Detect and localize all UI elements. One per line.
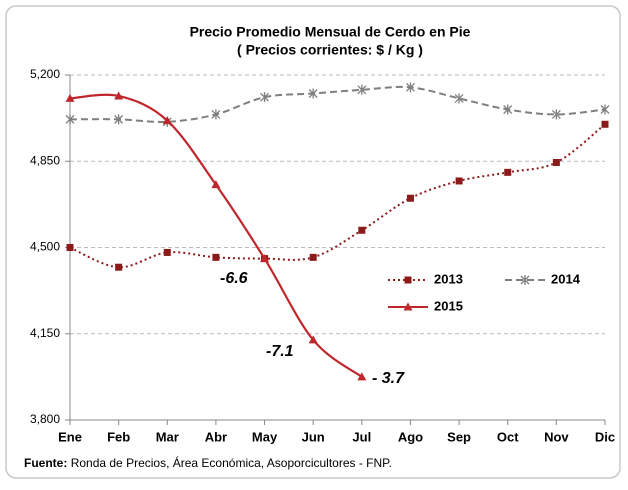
marker	[114, 114, 124, 125]
y-tick-label: 4,500	[30, 240, 60, 254]
x-tick-label: Feb	[107, 429, 130, 444]
source-text: Ronda de Precios, Área Económica, Asopor…	[71, 455, 392, 470]
marker	[405, 82, 415, 93]
y-tick-label: 5,200	[30, 67, 60, 81]
x-tick-label: Ene	[58, 429, 82, 444]
marker	[358, 226, 366, 234]
legend-label: 2015	[434, 298, 463, 313]
legend-marker	[520, 275, 530, 285]
marker	[260, 92, 270, 103]
marker	[212, 253, 220, 261]
series-line	[69, 85, 606, 123]
x-tick-label: Sep	[447, 429, 471, 444]
x-tick-label: Oct	[497, 429, 519, 444]
marker	[504, 168, 512, 176]
marker	[260, 254, 270, 263]
marker	[600, 104, 610, 115]
marker	[308, 335, 318, 344]
x-tick-label: Jun	[302, 429, 325, 444]
annotation: - 3.7	[372, 370, 405, 387]
marker	[357, 84, 367, 95]
marker	[309, 253, 317, 261]
x-tick-label: Ago	[398, 429, 423, 444]
x-tick-label: May	[252, 429, 278, 444]
legend-marker	[404, 276, 412, 284]
marker	[503, 104, 513, 115]
x-tick-label: Mar	[156, 429, 179, 444]
marker	[454, 93, 464, 104]
marker	[114, 91, 124, 100]
legend-marker	[403, 302, 413, 311]
x-tick-label: Dic	[595, 429, 615, 444]
y-tick-label: 3,800	[30, 412, 60, 426]
x-tick-label: Nov	[544, 429, 569, 444]
marker	[551, 109, 561, 120]
marker	[552, 158, 560, 166]
marker	[406, 194, 414, 202]
marker	[211, 180, 221, 189]
y-tick-label: 4,150	[30, 326, 60, 340]
marker	[163, 248, 171, 256]
panel	[5, 5, 621, 479]
source: Fuente: Ronda de Precios, Área Económica…	[24, 455, 392, 470]
marker	[308, 88, 318, 99]
y-tick-label: 4,850	[30, 153, 60, 167]
chart-subtitle: ( Precios corrientes: $ / Kg )	[237, 42, 423, 58]
marker	[211, 109, 221, 120]
chart-title: Precio Promedio Mensual de Cerdo en Pie	[190, 24, 471, 40]
marker	[162, 116, 172, 125]
annotation: -7.1	[266, 343, 294, 360]
legend-label: 2014	[551, 271, 581, 286]
marker	[65, 114, 75, 125]
marker	[115, 263, 123, 271]
marker	[601, 120, 609, 128]
marker	[65, 93, 75, 102]
marker	[455, 177, 463, 185]
x-tick-label: Abr	[205, 429, 227, 444]
legend-label: 2013	[434, 271, 463, 286]
annotation: -6.6	[220, 270, 248, 287]
marker	[357, 372, 367, 381]
x-tick-label: Jul	[352, 429, 371, 444]
source-label: Fuente:	[24, 456, 67, 470]
marker	[66, 244, 74, 251]
